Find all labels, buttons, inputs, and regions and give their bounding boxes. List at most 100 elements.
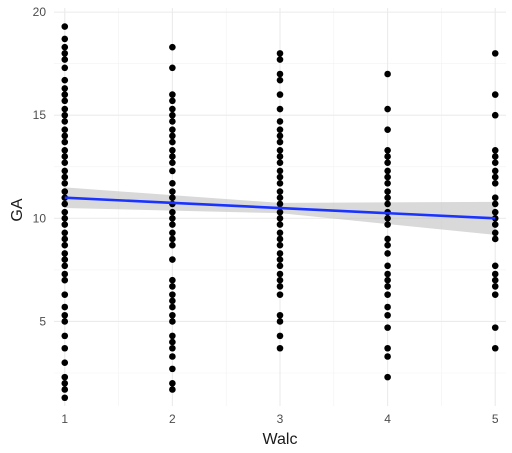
data-point [61,118,69,125]
data-point [276,270,284,278]
data-point [276,221,284,228]
data-point [169,256,176,263]
data-point [169,338,176,346]
data-point [61,235,69,243]
data-point [276,241,284,249]
data-point [169,132,176,140]
x-tick-label: 4 [384,412,391,426]
data-point [169,344,176,352]
data-point [276,132,284,140]
data-point [491,159,499,166]
data-point [276,256,284,263]
data-point [491,146,499,154]
data-point [276,56,284,63]
data-point [384,194,391,202]
data-point [61,43,69,51]
data-point [491,344,499,352]
data-point [384,200,391,208]
data-point [61,56,69,63]
data-point [169,111,176,119]
data-point [384,159,391,166]
data-point [384,188,391,195]
data-point [276,70,284,78]
data-point [384,276,391,284]
data-point [276,188,284,195]
data-point [491,173,499,181]
data-point [384,167,391,175]
data-point [384,70,391,78]
trend-line [64,196,496,220]
data-point [276,332,284,340]
data-point [61,291,69,298]
data-point [491,179,499,187]
data-point [384,373,391,381]
data-point [169,353,176,360]
data-point [276,200,284,208]
data-point [61,241,69,249]
data-point [61,188,69,195]
y-tick-label: 20 [33,5,47,19]
data-point [276,105,284,113]
x-tick-label: 5 [492,412,499,426]
data-point [276,146,284,154]
data-point [61,270,69,278]
y-tick-label: 10 [33,211,47,225]
data-point [276,153,284,160]
data-point [169,188,176,195]
data-point [169,167,176,175]
data-point [384,173,391,181]
data-point [61,138,69,146]
data-point [384,179,391,187]
data-point [169,215,176,222]
data-point [276,173,284,181]
data-point [61,159,69,166]
data-point [61,221,69,228]
data-point [491,235,499,243]
data-point [169,91,176,98]
data-point [384,324,391,331]
data-point [61,386,69,393]
data-point [384,344,391,352]
data-point [61,318,69,325]
data-point [384,270,391,278]
data-point [276,126,284,133]
data-point [169,311,176,319]
data-point [491,324,499,331]
data-point [61,173,69,181]
data-point [169,283,176,290]
data-point [491,167,499,175]
y-tick-label: 5 [39,314,46,328]
data-point [491,153,499,160]
data-point [61,200,69,208]
data-point [169,276,176,284]
data-point [61,208,69,216]
data-point [276,215,284,222]
points-layer [61,23,499,402]
data-point [276,118,284,125]
data-point [169,303,176,311]
data-point [491,276,499,284]
data-point [384,105,391,113]
data-point [61,50,69,57]
data-point [276,318,284,325]
data-point [61,256,69,263]
data-point [169,64,176,72]
data-point [276,138,284,146]
data-point [384,250,391,257]
data-point [491,283,499,290]
data-point [61,153,69,160]
data-point [61,97,69,105]
data-point [61,76,69,84]
data-point [491,221,499,228]
data-point [169,241,176,249]
data-point [61,167,69,175]
data-point [384,353,391,360]
data-point [169,153,176,160]
x-tick-label: 3 [277,412,284,426]
data-point [384,291,391,298]
data-point [276,235,284,243]
data-point [491,111,499,119]
data-point [169,380,176,387]
data-point [384,235,391,243]
data-point [491,262,499,270]
